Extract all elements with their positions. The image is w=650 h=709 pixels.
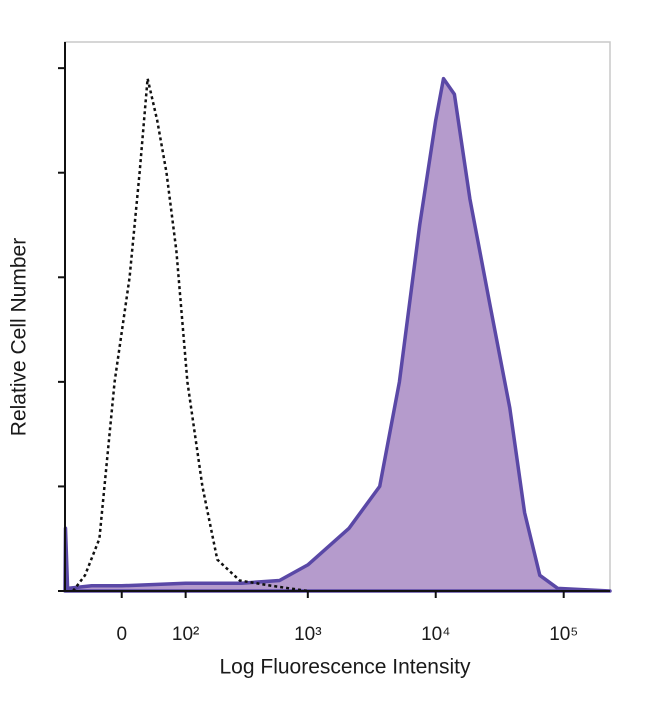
x-tick-label: 10³ [294,624,321,645]
histogram-line [72,77,308,593]
x-tick-label: 10² [172,624,199,645]
y-axis-title: Relative Cell Number [8,238,31,436]
filled-histogram [63,76,612,593]
x-axis-title: Log Fluorescence Intensity [220,656,471,679]
x-tick-label: 10⁴ [421,624,450,645]
x-tick-label: 0 [116,624,127,645]
x-tick-label: 10⁵ [549,624,578,645]
plot-frame [64,41,611,592]
plot-area [63,76,612,593]
